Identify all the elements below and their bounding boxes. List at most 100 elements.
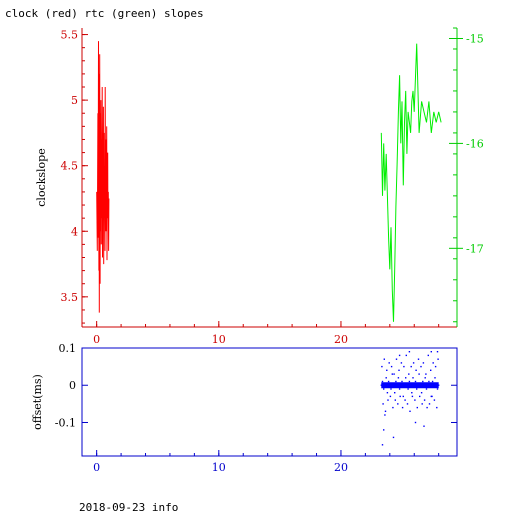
offset-point [419, 384, 422, 386]
offset-point [438, 384, 440, 386]
offset-point [431, 395, 433, 398]
offset-point [433, 399, 436, 401]
offset-point [387, 399, 389, 401]
offset-point [389, 395, 392, 398]
offset-point [423, 399, 426, 401]
offset-point [389, 384, 391, 386]
offset-point [395, 358, 398, 360]
offset-point [414, 399, 416, 401]
offset-point [401, 380, 403, 383]
offset-point [408, 373, 410, 375]
chart-title: clock (red) rtc (green) slopes [5, 7, 204, 20]
offset-point [392, 406, 394, 409]
offset-point [405, 377, 407, 379]
offset-point [382, 403, 384, 405]
rtc-slope-line [380, 43, 442, 322]
offset-point [430, 351, 432, 353]
offset-point [397, 377, 400, 379]
y-tick-label: 5.5 [61, 29, 79, 42]
offset-point [419, 395, 421, 398]
y-tick-label: 4.5 [61, 160, 79, 173]
offset-point [421, 403, 423, 405]
y2-tick-label: -15 [466, 32, 484, 45]
offset-panel: -0.1 0 0.1 0 10 20 offset(ms) [31, 342, 458, 474]
offset-point [434, 365, 437, 368]
offset-point [400, 362, 403, 364]
offset-y-axis-label: offset(ms) [31, 374, 44, 430]
offset-point [388, 362, 390, 364]
offset-point [422, 380, 424, 383]
offset-point [398, 388, 401, 390]
offset-point [394, 392, 396, 394]
offset-point [436, 388, 439, 390]
offset-point [414, 421, 417, 424]
offset-point [381, 380, 384, 383]
offset-point [426, 406, 428, 409]
offset-point [404, 399, 406, 401]
offset-point [400, 384, 402, 386]
offset-point [383, 429, 385, 431]
offset-point [402, 395, 404, 398]
offset-point [393, 373, 395, 375]
offset-point [414, 380, 417, 383]
offset-point [394, 399, 396, 401]
offset-point [386, 369, 388, 371]
offset-point [423, 425, 425, 427]
offset-point [408, 380, 411, 383]
offset-point [411, 395, 414, 398]
offset-frame [81, 347, 458, 457]
offset-point [416, 406, 418, 409]
offset-x-tick-label: 10 [212, 461, 226, 474]
x-tick-label: 0 [93, 333, 100, 346]
offset-point [417, 358, 420, 360]
offset-point [395, 380, 397, 383]
offset-y-tick-label: 0 [69, 379, 76, 392]
offset-point [403, 384, 406, 386]
offset-point [407, 388, 409, 390]
offset-point [409, 384, 412, 386]
offset-point [416, 388, 418, 390]
offset-point [431, 380, 434, 383]
offset-point [424, 377, 426, 379]
y-tick-label: 4 [71, 225, 78, 238]
slopes-panel: 3.5 4 4.5 5 5.5 -17 -16 -15 0 10 20 clockslope [35, 27, 484, 346]
offset-point [413, 384, 415, 386]
offset-point [387, 380, 390, 383]
offset-point [433, 384, 435, 386]
offset-point [411, 392, 413, 394]
y2-tick-label: -17 [466, 242, 484, 255]
offset-point [429, 384, 431, 386]
offset-point [410, 365, 412, 368]
offset-point [412, 362, 415, 364]
offset-point [427, 384, 429, 386]
offset-point [401, 406, 404, 409]
offset-point [408, 351, 411, 353]
offset-point [384, 414, 386, 416]
offset-point [391, 373, 393, 375]
offset-point [423, 384, 425, 386]
x-tick-label: 20 [334, 333, 348, 346]
offset-point [381, 444, 384, 446]
offset-point [381, 365, 383, 368]
offset-point [436, 406, 438, 409]
offset-point [399, 395, 401, 398]
offset-point [385, 377, 387, 379]
offset-point [390, 388, 392, 390]
offset-x-tick-label: 0 [93, 461, 100, 474]
offset-point [428, 403, 431, 405]
offset-point [422, 362, 425, 364]
offset-point [434, 377, 436, 379]
offset-point [383, 358, 385, 360]
offset-point [406, 384, 408, 386]
offset-point [380, 384, 382, 386]
offset-point [398, 354, 401, 357]
offset-point [420, 365, 422, 368]
y-axis-label: clockslope [35, 148, 48, 206]
offset-point [437, 358, 439, 360]
offset-point [406, 403, 409, 405]
offset-point [418, 373, 420, 375]
offset-point [430, 369, 432, 371]
offset-point [417, 384, 419, 386]
offset-y-tick-label: -0.1 [55, 416, 76, 429]
